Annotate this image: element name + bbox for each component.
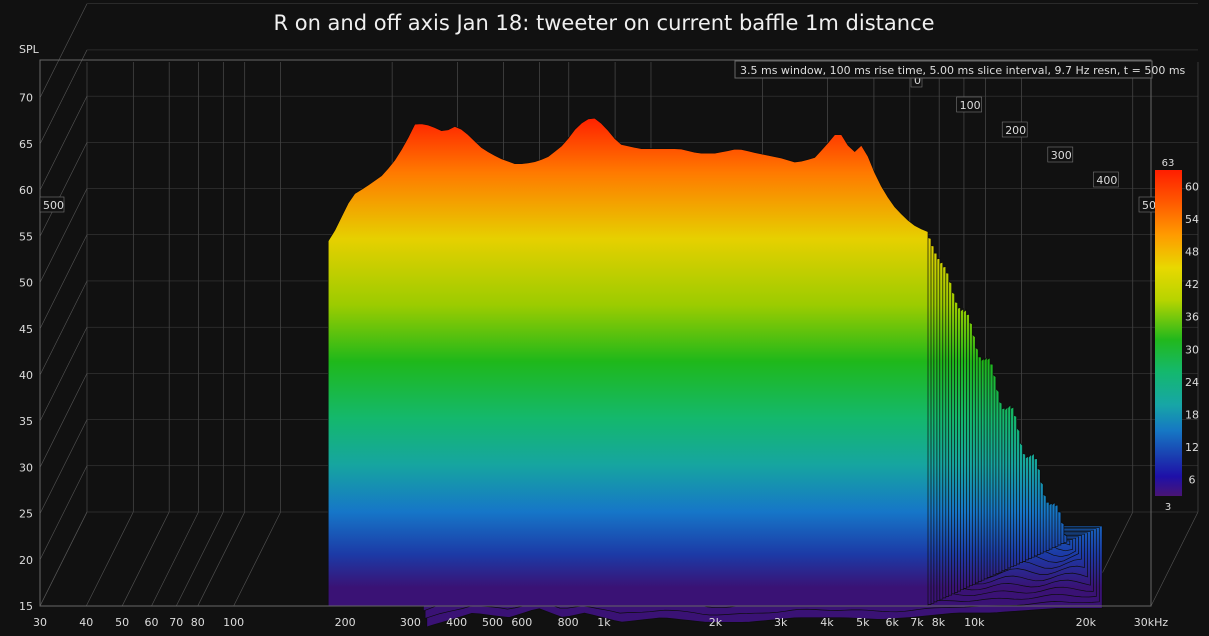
y-tick-label: 40: [19, 369, 33, 382]
time-tick-box: [39, 196, 65, 213]
time-tick-box: [1001, 121, 1028, 138]
y-tick-label: 35: [19, 415, 33, 428]
side-line: [39, 188, 88, 283]
time-tick: 100: [956, 96, 982, 113]
time-tick-box: [956, 96, 982, 113]
side-line: [39, 511, 88, 607]
side-line: [39, 327, 88, 422]
plot-frame: [39, 59, 1152, 607]
x-tick-label: 30: [33, 616, 47, 629]
colorbar-tick-label: 18: [1185, 409, 1199, 422]
y-axis-label: SPL: [19, 43, 40, 56]
waterfall-slice: [327, 117, 929, 607]
time-tick-left: 500: [39, 196, 65, 213]
time-tick: 400: [1093, 171, 1119, 188]
colorbar-tick-label: 6: [1189, 474, 1196, 487]
side-line: [39, 142, 88, 237]
colorbar-tick-label: 42: [1185, 278, 1199, 291]
x-tick-label: 600: [511, 616, 532, 629]
side-line: [39, 280, 88, 376]
time-tick-label: 200: [1005, 124, 1026, 137]
x-tick-label: 80: [191, 616, 205, 629]
colorbar-gradient: [1155, 170, 1182, 496]
y-tick-label: 30: [19, 461, 33, 474]
side-line: [39, 419, 88, 514]
y-tick-label: 60: [19, 184, 33, 197]
x-tick-label: 5k: [856, 616, 870, 629]
side-line: [39, 465, 88, 560]
x-tick-label: 20k: [1076, 616, 1097, 629]
y-tick-label: 15: [19, 600, 33, 613]
time-tick-label: 100: [960, 99, 981, 112]
floor-line: [151, 511, 199, 607]
side-line: [39, 49, 88, 145]
colorbar-tick-label: 60: [1185, 180, 1199, 193]
y-tick-label: 20: [19, 554, 33, 567]
x-tick-label: 70: [169, 616, 183, 629]
colorbar-tick-label: 12: [1185, 441, 1199, 454]
x-tick-label: 100: [223, 616, 244, 629]
x-tick-label: 7k: [910, 616, 924, 629]
side-line: [39, 373, 88, 468]
y-tick-label: 55: [19, 230, 33, 243]
time-tick-label: 500: [43, 199, 64, 212]
x-tick-label: 800: [558, 616, 579, 629]
info-box: [734, 60, 1153, 79]
x-tick-label: 8k: [932, 616, 946, 629]
x-tick-label: 50: [115, 616, 129, 629]
floor-line: [121, 511, 170, 607]
colorbar-tick-label: 24: [1185, 376, 1199, 389]
y-tick-label: 50: [19, 277, 33, 290]
y-tick-label: 70: [19, 92, 33, 105]
floor-line: [176, 511, 224, 607]
side-line: [39, 3, 88, 98]
info-text: 3.5 ms window, 100 ms rise time, 5.00 ms…: [740, 64, 1186, 77]
x-tick-label: 400: [446, 616, 467, 629]
colorbar-tick-label: 30: [1185, 343, 1199, 356]
colorbar-max-label: 63: [1162, 158, 1175, 169]
side-line: [39, 234, 88, 329]
x-tick-label: 40: [79, 616, 93, 629]
x-tick-label: 10k: [964, 616, 985, 629]
time-tick-label: 400: [1096, 174, 1117, 187]
x-tick-label: 30kHz: [1134, 616, 1169, 629]
x-tick-label: 300: [400, 616, 421, 629]
y-tick-label: 25: [19, 508, 33, 521]
time-tick: 300: [1047, 146, 1074, 163]
x-tick-label: 2k: [709, 616, 723, 629]
chart-title: R on and off axis Jan 18: tweeter on cur…: [273, 11, 934, 35]
time-tick-label: 300: [1051, 149, 1072, 162]
time-tick-box: [1093, 171, 1119, 188]
floor-line: [233, 511, 281, 607]
y-tick-label: 65: [19, 138, 33, 151]
x-tick-label: 200: [335, 616, 356, 629]
floor-line: [1150, 511, 1199, 607]
waterfall-surface: [327, 117, 1103, 628]
y-tick-label: 45: [19, 323, 33, 336]
floor-line: [86, 511, 134, 607]
x-tick-label: 6k: [885, 616, 899, 629]
colorbar-tick-label: 54: [1185, 213, 1199, 226]
colorbar-tick-label: 48: [1185, 246, 1199, 259]
x-tick-label: 500: [482, 616, 503, 629]
floor-line: [197, 511, 246, 607]
colorbar-min-label: 3: [1165, 502, 1171, 513]
time-tick: 200: [1001, 121, 1028, 138]
axes: 30 40 50 60 70 80 100 200 300 400 500 600 800 1k 2k 3k 4…: [19, 59, 1169, 629]
x-tick-label: 60: [144, 616, 158, 629]
x-tick-label: 3k: [774, 616, 788, 629]
time-tick-box: [1047, 146, 1074, 163]
side-line: [39, 96, 88, 191]
x-tick-label: 4k: [820, 616, 834, 629]
colorbar: 63 3 6 12 18 24 30 36 42 48 54 60: [1155, 158, 1199, 513]
x-tick-label: 1k: [597, 616, 611, 629]
colorbar-tick-label: 36: [1185, 311, 1199, 324]
time-tick-label: 0: [914, 74, 921, 87]
